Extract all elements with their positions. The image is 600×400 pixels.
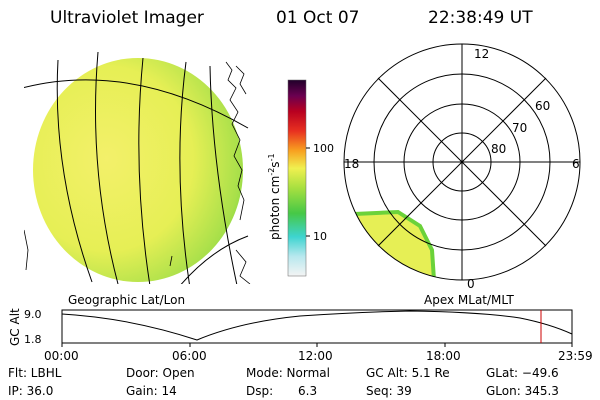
glat-info: GLat: −49.6: [486, 366, 559, 380]
colorbar-tick-100: 100: [313, 142, 334, 155]
alt-tick-9: 9.0: [24, 308, 42, 321]
time-label: 22:38:49 UT: [428, 8, 533, 28]
glon-info: GLon: 345.3: [486, 384, 559, 398]
dsp-value: 6.3: [298, 384, 318, 398]
mlat-label-60: 60: [535, 99, 550, 113]
colorbar-scale: [287, 79, 307, 277]
mlat-label-80: 80: [491, 142, 506, 156]
apex-panel-label: Apex MLat/MLT: [424, 293, 514, 307]
dsp-info: Dsp:: [246, 384, 274, 398]
filter-info: Flt: LBHL: [8, 366, 62, 380]
time-tick-0600: 06:00: [172, 349, 207, 363]
mode-info: Mode: Normal: [246, 366, 330, 380]
coastline: [225, 61, 245, 221]
geographic-panel-label: Geographic Lat/Lon: [68, 293, 186, 307]
altitude-plot: 9.0 1.8 GC Alt: [8, 308, 573, 347]
mlt-label-6: 6: [572, 157, 580, 171]
altitude-curve: [61, 310, 573, 341]
door-info: Door: Open: [126, 366, 195, 380]
date-label: 01 Oct 07: [276, 8, 360, 28]
time-tick-0000: 00:00: [44, 349, 79, 363]
mlt-label-12: 12: [474, 47, 489, 61]
ip-info: IP: 36.0: [8, 384, 54, 398]
mlat-label-70: 70: [512, 121, 527, 135]
time-tick-2359: 23:59: [558, 349, 593, 363]
gc-alt-info: GC Alt: 5.1 Re: [366, 366, 450, 380]
polar-plot: 12 18 6 0 60 70 80: [343, 43, 581, 291]
seq-info: Seq: 39: [366, 384, 412, 398]
earth-disk: [33, 58, 243, 282]
geographic-image-panel: [24, 51, 251, 284]
time-tick-1800: 18:00: [426, 349, 461, 363]
instrument-title: Ultraviolet Imager: [50, 8, 204, 28]
colorbar: 100 10 photon cm-2s-1: [267, 79, 334, 277]
time-tick-1200: 12:00: [298, 349, 333, 363]
alt-tick-1-8: 1.8: [24, 333, 42, 346]
mlt-label-18: 18: [344, 157, 359, 171]
altitude-axis-label: GC Alt: [8, 308, 22, 346]
colorbar-unit-label: photon cm-2s-1: [267, 153, 282, 240]
colorbar-tick-10: 10: [313, 230, 327, 243]
gain-info: Gain: 14: [126, 384, 177, 398]
mlt-label-0: 0: [467, 277, 475, 291]
polar-emission-region: [354, 212, 434, 280]
